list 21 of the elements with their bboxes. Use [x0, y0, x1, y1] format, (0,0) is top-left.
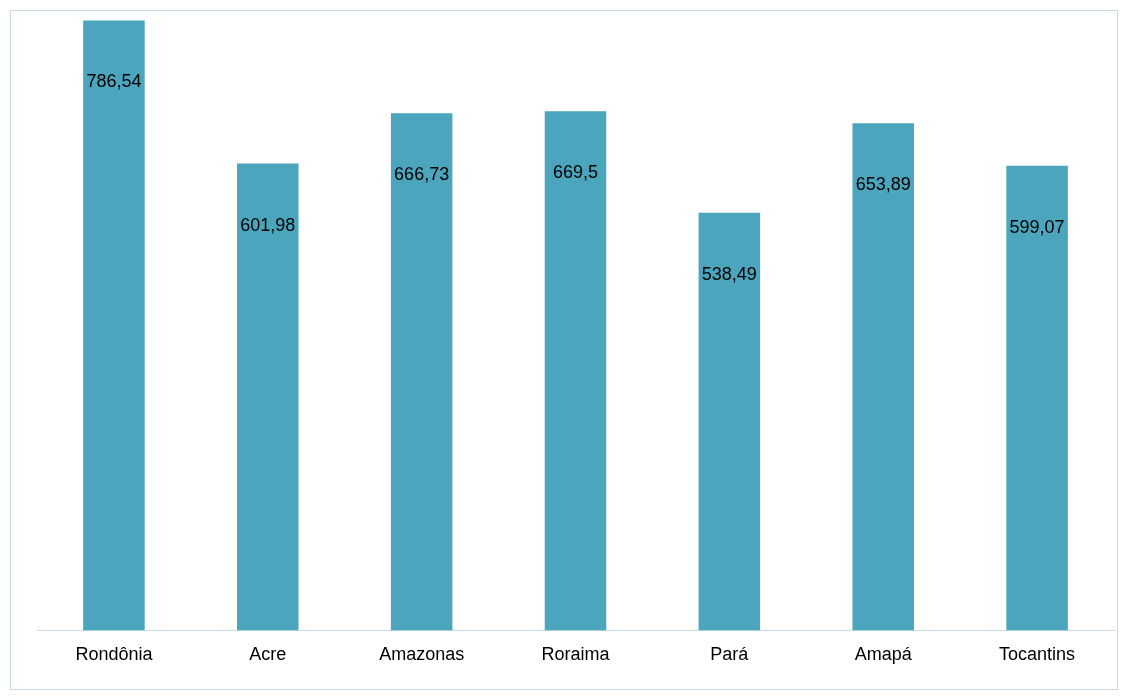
- x-tick-label: Tocantins: [999, 644, 1076, 665]
- data-label: 786,54: [86, 71, 142, 92]
- data-label: 538,49: [701, 263, 757, 284]
- bar: [237, 163, 299, 631]
- data-label: 601,98: [240, 214, 296, 235]
- x-tick-label: Amapá: [854, 644, 913, 665]
- x-tick-label: Roraima: [541, 644, 611, 665]
- x-tick-label: Pará: [710, 644, 750, 665]
- bar: [1006, 165, 1068, 631]
- bar: [698, 212, 761, 631]
- x-tick-label: Rondônia: [75, 644, 154, 665]
- bar: [852, 123, 914, 631]
- bar: [544, 111, 607, 631]
- bar: [83, 20, 145, 631]
- data-label: 653,89: [855, 174, 911, 195]
- data-label: 669,5: [552, 162, 599, 183]
- data-label: 599,07: [1009, 216, 1065, 237]
- data-label: 666,73: [394, 164, 450, 185]
- x-tick-label: Amazonas: [379, 644, 465, 665]
- x-tick-label: Acre: [249, 644, 287, 665]
- bar: [390, 113, 453, 631]
